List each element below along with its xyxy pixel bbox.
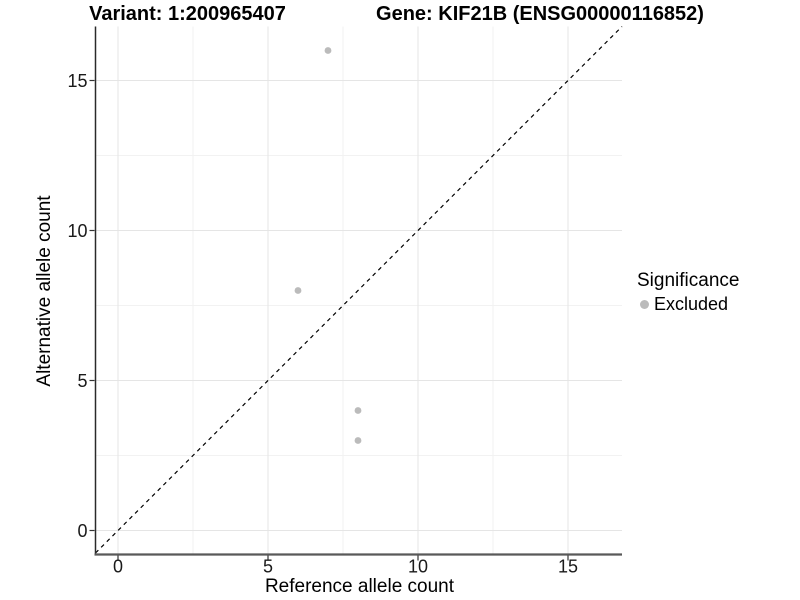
legend-title: Significance bbox=[637, 270, 740, 291]
data-point bbox=[294, 287, 302, 294]
y-tick-label: 0 bbox=[77, 521, 87, 541]
excluded-point-swatch-icon bbox=[640, 300, 649, 309]
data-point bbox=[354, 437, 362, 444]
x-axis-title: Reference allele count bbox=[264, 576, 455, 597]
plot-title-variant: Variant: 1:200965407 bbox=[89, 3, 286, 25]
identity-reference-line bbox=[95, 26, 623, 554]
y-axis-title: Alternative allele count bbox=[34, 195, 55, 387]
data-point bbox=[354, 407, 362, 414]
legend-item-excluded: Excluded bbox=[637, 294, 739, 315]
x-tick-label: 15 bbox=[558, 557, 578, 577]
plot-title-gene: Gene: KIF21B (ENSG00000116852) bbox=[376, 3, 704, 25]
y-tick-label: 5 bbox=[77, 371, 87, 391]
x-tick-label: 0 bbox=[113, 557, 123, 577]
legend-item-label: Excluded bbox=[654, 294, 729, 314]
data-point bbox=[324, 47, 332, 54]
y-tick-label: 10 bbox=[67, 221, 87, 241]
legend: Significance Excluded bbox=[637, 270, 739, 315]
x-tick-label: 10 bbox=[408, 557, 428, 577]
y-tick-label: 15 bbox=[67, 71, 87, 91]
x-tick-label: 5 bbox=[263, 557, 273, 577]
